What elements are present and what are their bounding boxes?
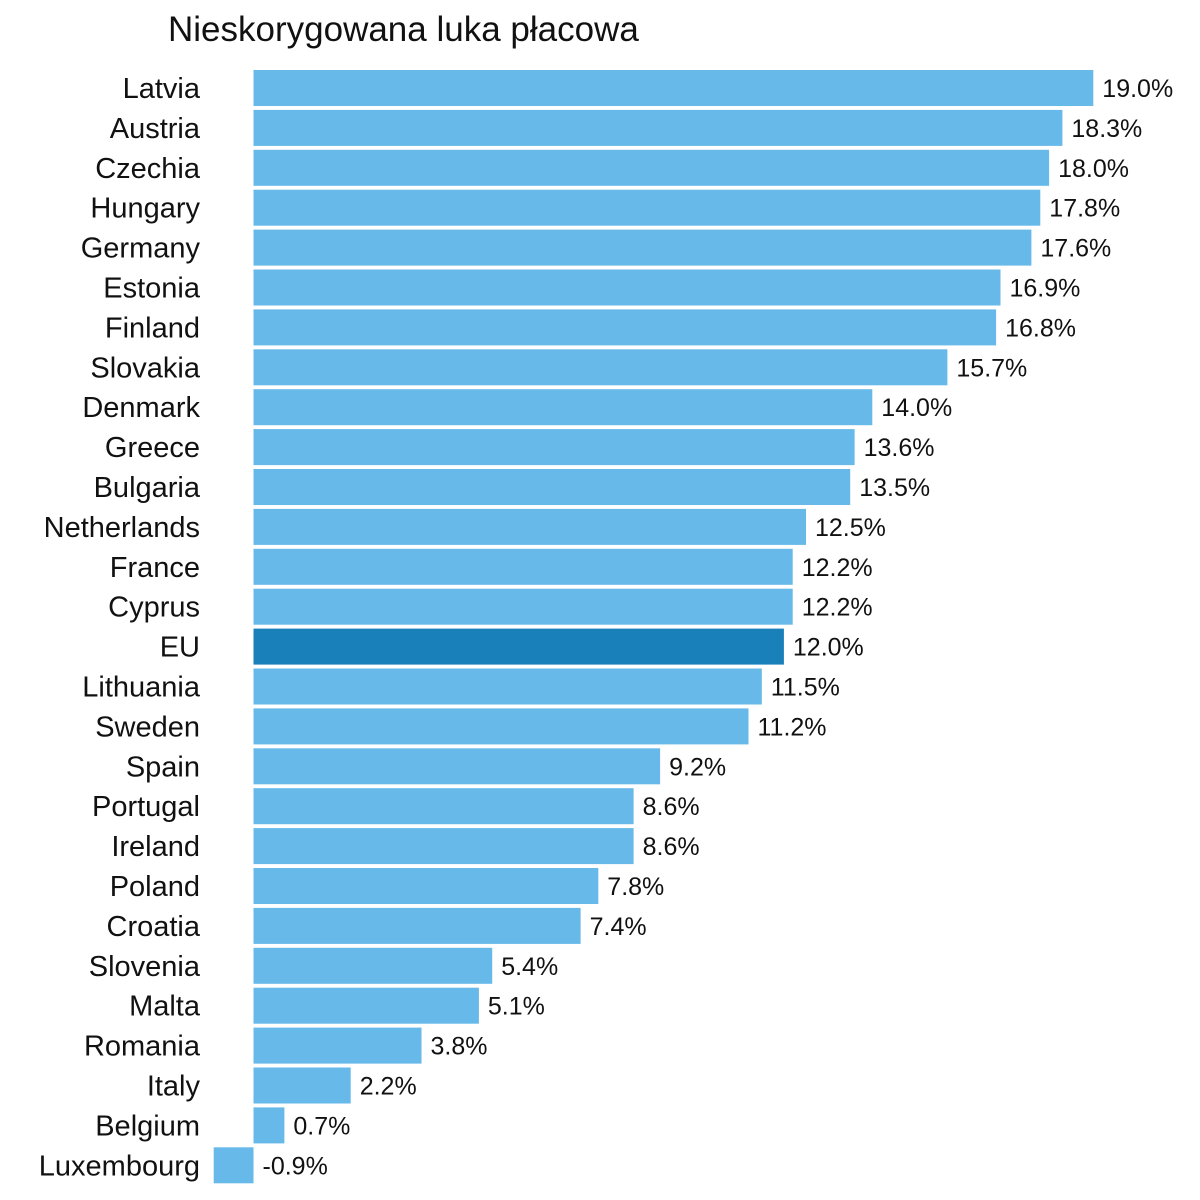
- bar-eu: [253, 628, 784, 665]
- category-label-denmark: Denmark: [82, 392, 200, 424]
- value-label-finland: 16.8%: [1005, 314, 1076, 342]
- chart-title: Nieskorygowana luka płacowa: [168, 10, 639, 49]
- category-label-luxembourg: Luxembourg: [39, 1150, 200, 1182]
- category-label-eu: EU: [160, 632, 200, 664]
- bar-italy: [253, 1067, 351, 1104]
- bar-cyprus: [253, 588, 793, 625]
- category-label-finland: Finland: [105, 312, 200, 344]
- value-label-lithuania: 11.5%: [771, 674, 840, 702]
- value-label-netherlands: 12.5%: [815, 514, 886, 542]
- bar-lithuania: [253, 668, 762, 705]
- category-label-estonia: Estonia: [103, 273, 201, 305]
- bar-luxembourg: [213, 1147, 254, 1184]
- category-label-italy: Italy: [147, 1071, 201, 1103]
- bar-austria: [253, 109, 1063, 146]
- value-label-france: 12.2%: [802, 554, 873, 582]
- bar-czechia: [253, 149, 1050, 186]
- value-label-italy: 2.2%: [360, 1073, 417, 1101]
- value-label-bulgaria: 13.5%: [859, 474, 930, 502]
- bar-latvia: [253, 70, 1094, 106]
- category-label-bulgaria: Bulgaria: [94, 472, 201, 504]
- bar-belgium: [253, 1107, 285, 1144]
- value-label-denmark: 14.0%: [881, 394, 952, 422]
- bar-slovakia: [253, 349, 948, 386]
- value-label-spain: 9.2%: [669, 753, 726, 781]
- bar-malta: [253, 987, 479, 1024]
- value-label-hungary: 17.8%: [1049, 195, 1120, 223]
- category-label-lithuania: Lithuania: [82, 672, 201, 704]
- value-label-eu: 12.0%: [793, 634, 864, 662]
- value-label-portugal: 8.6%: [643, 793, 700, 821]
- bar-france: [253, 548, 793, 585]
- value-label-poland: 7.8%: [607, 873, 664, 901]
- category-label-greece: Greece: [105, 432, 200, 464]
- category-label-malta: Malta: [129, 991, 201, 1023]
- bar-slovenia: [253, 947, 493, 984]
- bar-estonia: [253, 269, 1001, 306]
- bar-netherlands: [253, 508, 806, 545]
- bar-croatia: [253, 907, 581, 944]
- value-label-estonia: 16.9%: [1010, 275, 1081, 303]
- category-label-belgium: Belgium: [95, 1110, 200, 1142]
- category-label-croatia: Croatia: [107, 911, 201, 943]
- bar-bulgaria: [253, 469, 851, 505]
- category-label-austria: Austria: [110, 113, 201, 145]
- value-label-croatia: 7.4%: [590, 913, 647, 941]
- bar-germany: [253, 229, 1032, 266]
- bar-finland: [253, 309, 997, 346]
- value-label-cyprus: 12.2%: [802, 594, 873, 622]
- value-label-greece: 13.6%: [864, 434, 935, 462]
- category-label-latvia: Latvia: [123, 73, 201, 105]
- value-label-romania: 3.8%: [431, 1033, 488, 1061]
- category-label-portugal: Portugal: [92, 791, 200, 823]
- bar-romania: [253, 1027, 422, 1064]
- bar-greece: [253, 429, 855, 466]
- category-label-slovenia: Slovenia: [89, 951, 201, 983]
- value-label-luxembourg: -0.9%: [263, 1152, 328, 1180]
- category-label-cyprus: Cyprus: [108, 592, 200, 624]
- value-label-slovenia: 5.4%: [501, 953, 558, 981]
- value-label-czechia: 18.0%: [1058, 155, 1129, 183]
- category-label-poland: Poland: [110, 871, 200, 903]
- category-label-sweden: Sweden: [95, 711, 200, 743]
- category-label-slovakia: Slovakia: [90, 352, 200, 384]
- bar-portugal: [253, 788, 634, 825]
- bar-ireland: [253, 828, 634, 865]
- category-label-romania: Romania: [84, 1031, 201, 1063]
- value-label-latvia: 19.0%: [1102, 75, 1173, 103]
- category-label-hungary: Hungary: [90, 193, 200, 225]
- bar-poland: [253, 868, 599, 904]
- value-label-slovakia: 15.7%: [956, 354, 1027, 382]
- value-label-ireland: 8.6%: [643, 833, 700, 861]
- value-label-germany: 17.6%: [1040, 235, 1111, 263]
- category-label-spain: Spain: [126, 751, 200, 783]
- value-label-austria: 18.3%: [1071, 115, 1142, 143]
- category-label-germany: Germany: [81, 233, 201, 265]
- category-label-netherlands: Netherlands: [44, 512, 200, 544]
- category-label-czechia: Czechia: [95, 153, 201, 185]
- bar-sweden: [253, 708, 749, 745]
- category-label-france: France: [110, 552, 200, 584]
- bar-denmark: [253, 389, 873, 426]
- bar-hungary: [253, 189, 1041, 226]
- bar-spain: [253, 748, 661, 785]
- category-label-ireland: Ireland: [111, 831, 200, 863]
- value-label-sweden: 11.2%: [758, 713, 827, 741]
- value-label-belgium: 0.7%: [293, 1112, 350, 1140]
- value-label-malta: 5.1%: [488, 993, 545, 1021]
